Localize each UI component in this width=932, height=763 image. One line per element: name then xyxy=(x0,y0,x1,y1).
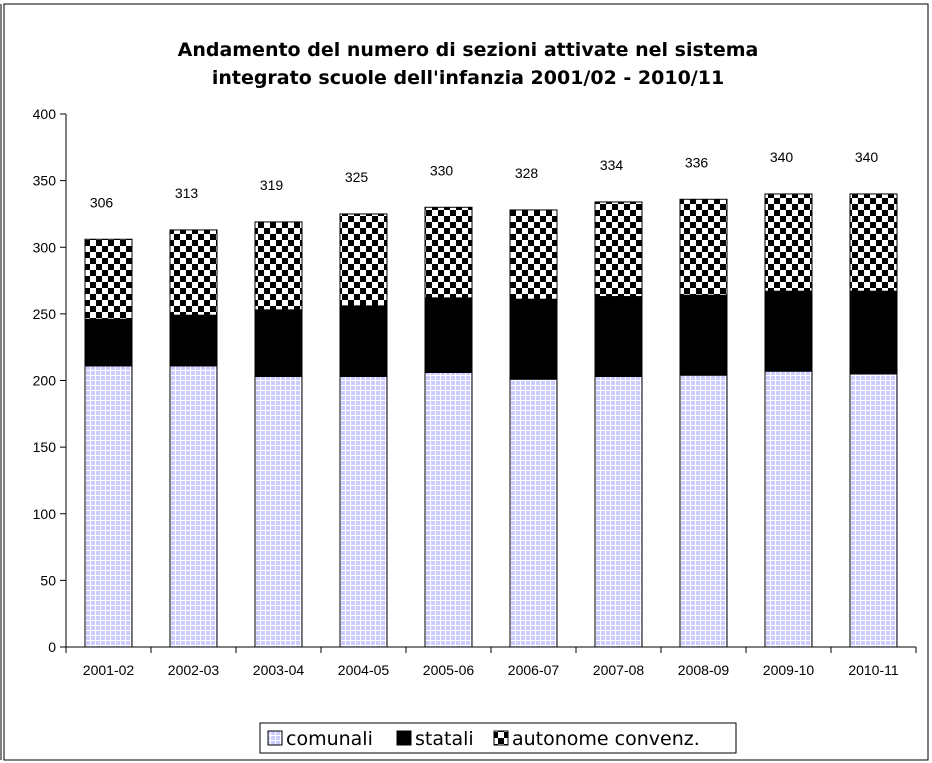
bar-segment-autonome-convenz xyxy=(84,238,133,320)
y-tick-label: 0 xyxy=(48,639,56,655)
y-tick-label: 400 xyxy=(33,106,57,122)
bar-segment-autonome-convenz xyxy=(254,221,303,311)
bar-segment-statali xyxy=(339,305,388,378)
bar-segment-statali xyxy=(424,297,473,374)
chart-title-line-1: Andamento del numero di sezioni attivate… xyxy=(178,39,759,61)
x-tick-label: 2010-11 xyxy=(848,662,899,678)
bar-segment-statali xyxy=(84,318,133,367)
bar-segment-comunali xyxy=(339,376,388,648)
x-tick-label: 2004-05 xyxy=(338,662,390,678)
y-tick-label: 250 xyxy=(33,306,57,322)
bar-segment-comunali xyxy=(509,378,558,648)
bar-segment-statali xyxy=(849,290,898,375)
bar-segment-statali xyxy=(509,298,558,380)
bar-total-label: 334 xyxy=(600,157,624,173)
legend-swatch-autonome-convenz xyxy=(493,730,509,746)
bar-total-label: 336 xyxy=(685,154,709,170)
bar-segment-statali xyxy=(764,290,813,372)
bar-total-label: 328 xyxy=(515,165,539,181)
bar-total-label: 325 xyxy=(345,169,369,185)
x-tick-label: 2005-06 xyxy=(423,662,475,678)
x-tick-label: 2008-09 xyxy=(678,662,730,678)
bar-segment-autonome-convenz xyxy=(424,206,473,299)
bar-total-label: 340 xyxy=(770,149,794,165)
plot-area: 0 50 100 150 200 250 300 350 400 2001-02 306 2002-0… xyxy=(33,106,917,678)
bar-segment-comunali xyxy=(84,365,133,648)
x-tick-label: 2006-07 xyxy=(508,662,560,678)
x-tick-label: 2003-04 xyxy=(253,662,305,678)
bar-segment-statali xyxy=(594,296,643,378)
bar-segment-autonome-convenz xyxy=(509,209,558,300)
bar-segment-comunali xyxy=(764,370,813,648)
bar-segment-comunali xyxy=(679,374,728,648)
legend-label: comunali xyxy=(286,728,373,750)
bar-segment-autonome-convenz xyxy=(594,201,643,298)
x-tick-label: 2002-03 xyxy=(168,662,220,678)
bar-segment-autonome-convenz xyxy=(169,229,218,316)
bar-segment-statali xyxy=(169,314,218,367)
legend-swatch-comunali xyxy=(267,730,283,746)
y-tick-label: 150 xyxy=(33,439,57,455)
bar-segment-statali xyxy=(254,309,303,378)
x-tick-label: 2009-10 xyxy=(763,662,815,678)
y-tick-label: 300 xyxy=(33,239,57,255)
bar-total-label: 319 xyxy=(260,177,284,193)
bar-total-label: 313 xyxy=(175,185,199,201)
bar-segment-autonome-convenz xyxy=(679,198,728,296)
bar-segment-autonome-convenz xyxy=(764,193,813,292)
bar-segment-comunali xyxy=(849,373,898,648)
bar-segment-comunali xyxy=(594,376,643,648)
bar-segment-comunali xyxy=(254,376,303,648)
legend-label: statali xyxy=(415,728,474,750)
bar-segment-statali xyxy=(679,294,728,376)
chart-title-line-2: integrato scuole dell'infanzia 2001/02 -… xyxy=(212,67,724,89)
y-tick-label: 50 xyxy=(40,572,56,588)
y-tick-label: 200 xyxy=(33,373,57,389)
bar-segment-autonome-convenz xyxy=(849,193,898,292)
y-tick-label: 100 xyxy=(33,506,57,522)
bar-segment-comunali xyxy=(169,365,218,648)
bar-total-label: 340 xyxy=(855,149,879,165)
bar-segment-comunali xyxy=(424,372,473,648)
bar-total-label: 306 xyxy=(90,194,114,210)
bar-total-label: 330 xyxy=(430,162,454,178)
y-tick-label: 350 xyxy=(33,173,57,189)
bar-segment-autonome-convenz xyxy=(339,213,388,307)
x-tick-label: 2001-02 xyxy=(83,662,135,678)
chart-border xyxy=(3,3,929,761)
legend-swatch-statali xyxy=(396,730,412,746)
legend-label: autonome convenz. xyxy=(512,728,700,750)
legend: comunali statali autonome convenz. xyxy=(259,722,737,754)
x-tick-label: 2007-08 xyxy=(593,662,645,678)
